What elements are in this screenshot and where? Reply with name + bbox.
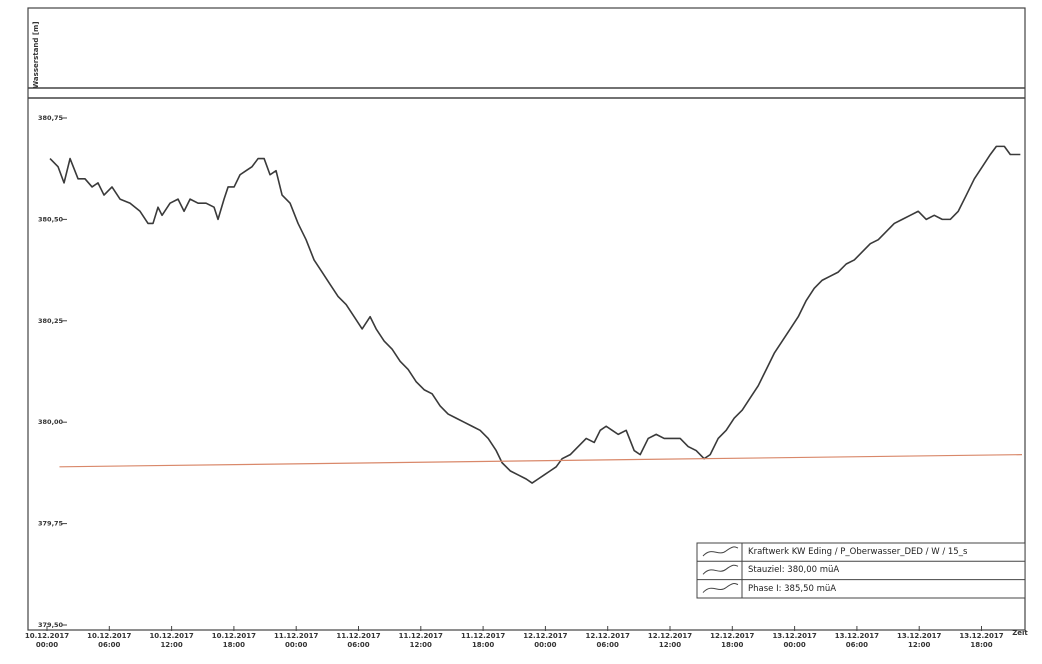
x-tick-label: 10.12.2017 06:00 bbox=[87, 632, 132, 649]
x-tick-label: 13.12.2017 00:00 bbox=[772, 632, 817, 649]
x-axis-title: Zeit bbox=[1012, 629, 1028, 637]
y-tick-label: 380,00 bbox=[38, 418, 64, 426]
legend-label: Stauziel: 380,00 müA bbox=[748, 565, 840, 576]
y-tick-label: 380,75 bbox=[38, 114, 64, 122]
y-axis-title: Wasserstand [m] bbox=[32, 21, 40, 88]
legend-icon bbox=[702, 546, 739, 557]
legend-label: Kraftwerk KW Eding / P_Oberwasser_DED / … bbox=[748, 547, 968, 557]
legend-label: Phase I: 385,50 müA bbox=[748, 583, 837, 594]
x-tick-label: 12.12.2017 18:00 bbox=[710, 632, 755, 649]
x-tick-label: 11.12.2017 06:00 bbox=[336, 632, 381, 649]
data-line bbox=[49, 145, 1021, 484]
x-tick-label: 12.12.2017 06:00 bbox=[585, 632, 630, 649]
legend-icon bbox=[702, 564, 739, 575]
x-tick-label: 13.12.2017 18:00 bbox=[959, 632, 1004, 649]
frame bbox=[27, 7, 1026, 631]
x-tick-label: 10.12.2017 12:00 bbox=[149, 632, 194, 649]
y-tick-label: 379,50 bbox=[38, 621, 64, 629]
x-tick-label: 11.12.2017 18:00 bbox=[460, 632, 506, 649]
x-tick-label: 10.12.2017 00:00 bbox=[24, 632, 70, 649]
x-tick-label: 12.12.2017 00:00 bbox=[523, 632, 568, 649]
x-tick-label: 12.12.2017 12:00 bbox=[647, 632, 693, 649]
y-tick-label: 380,50 bbox=[38, 215, 64, 223]
legend-icon bbox=[702, 582, 739, 593]
data-line bbox=[59, 454, 1023, 468]
legend-box bbox=[696, 542, 1026, 599]
x-tick-label: 11.12.2017 12:00 bbox=[398, 632, 443, 649]
x-tick-label: 10.12.2017 18:00 bbox=[211, 632, 257, 649]
x-tick-label: 11.12.2017 00:00 bbox=[274, 632, 319, 649]
x-tick-label: 13.12.2017 06:00 bbox=[834, 632, 880, 649]
x-tick-label: 13.12.2017 12:00 bbox=[897, 632, 942, 649]
y-tick-label: 380,25 bbox=[38, 317, 64, 325]
y-tick-label: 379,75 bbox=[38, 520, 64, 528]
